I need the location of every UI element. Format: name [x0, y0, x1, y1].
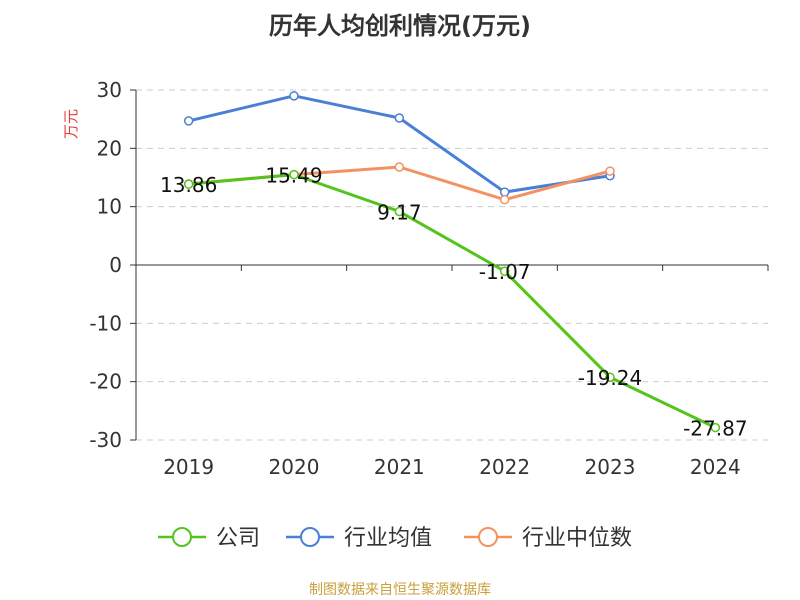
data-point: [499, 187, 510, 197]
data-label: 13.86: [160, 173, 217, 197]
x-tick-label: 2024: [690, 455, 741, 479]
x-tick-labels: 2019 2020 2021 2022 2023 2024: [163, 455, 741, 479]
chart-title: 历年人均创利情况(万元): [269, 12, 531, 40]
data-labels: 13.86 15.49 9.17 -1.07 -19.24 -27.87: [160, 164, 748, 441]
data-point: [394, 162, 405, 172]
legend-item[interactable]: 行业均值: [286, 526, 432, 551]
y-tick-label: -10: [89, 311, 122, 335]
series-line: [188, 165, 611, 202]
data-label: -19.24: [578, 366, 642, 390]
data-label: -1.07: [479, 260, 531, 284]
legend[interactable]: 公司 行业均值 行业中位数: [158, 526, 632, 551]
y-tick-label: -30: [89, 428, 122, 452]
y-tick-label: 20: [97, 136, 122, 160]
x-tick-label: 2019: [163, 455, 214, 479]
legend-marker: [478, 527, 498, 547]
data-point: [499, 266, 510, 276]
legend-label: 行业均值: [344, 526, 432, 551]
data-point: [183, 179, 194, 189]
x-tick-label: 2020: [269, 455, 320, 479]
series-lines: [183, 91, 721, 433]
legend-marker: [172, 527, 192, 547]
data-point: [710, 422, 721, 433]
data-point: [394, 113, 405, 123]
y-tick-label: 10: [97, 195, 122, 219]
legend-label: 公司: [216, 526, 260, 551]
source-note: 制图数据来自恒生聚源数据库: [309, 582, 491, 598]
y-tick-label: 30: [97, 78, 122, 102]
y-tick-label: 0: [109, 253, 122, 277]
legend-label: 行业中位数: [522, 526, 632, 551]
y-axis-label: 万元: [62, 109, 80, 139]
x-tick-label: 2022: [479, 455, 530, 479]
x-tick-label: 2021: [374, 455, 425, 479]
axes: [130, 89, 769, 441]
data-point: [289, 169, 299, 180]
legend-item[interactable]: 公司: [158, 526, 260, 551]
data-point: [289, 91, 299, 101]
data-label: -27.87: [683, 417, 747, 441]
data-point: [394, 206, 405, 217]
legend-item[interactable]: 行业中位数: [464, 526, 632, 551]
data-point: [499, 194, 510, 205]
y-tick-label: -20: [89, 370, 122, 394]
data-label: 9.17: [377, 201, 422, 225]
data-point: [605, 372, 615, 382]
data-point: [605, 166, 615, 176]
x-tick-label: 2023: [585, 455, 636, 479]
data-label: 15.49: [265, 164, 322, 188]
y-tick-labels: 30 20 10 0 -10 -20 -30: [89, 78, 122, 452]
data-point: [183, 116, 194, 126]
series-line: [188, 173, 716, 429]
legend-marker: [300, 527, 320, 547]
